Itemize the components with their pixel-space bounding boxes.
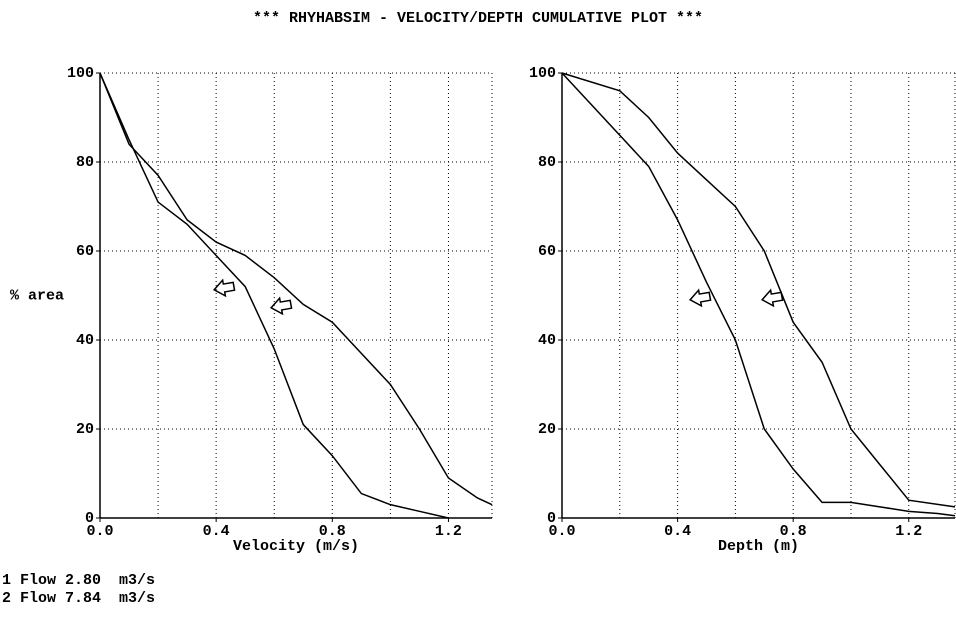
- x-tick-label: 0.4: [664, 523, 691, 540]
- y-tick-label: 60: [538, 243, 556, 260]
- y-tick-label: 80: [76, 154, 94, 171]
- y-tick-label: 80: [538, 154, 556, 171]
- arrow: [688, 288, 712, 308]
- y-tick-label: 100: [67, 65, 94, 82]
- x-tick-label: 0.8: [780, 523, 807, 540]
- x-tick-label: 1.2: [895, 523, 922, 540]
- y-tick-label: 20: [538, 421, 556, 438]
- data-line: [99, 72, 449, 519]
- y-tick-label: 60: [76, 243, 94, 260]
- y-tick-label: 100: [529, 65, 556, 82]
- y-axis-label: % area: [10, 287, 64, 304]
- arrow-icons: [212, 278, 784, 316]
- legend-entry: 2 Flow 7.84 m3/s: [2, 590, 155, 607]
- x-tick-label: 0.0: [548, 523, 575, 540]
- x-axis-label: Velocity (m/s): [233, 538, 359, 555]
- page-title: *** RHYHABSIM - VELOCITY/DEPTH CUMULATIV…: [253, 10, 703, 27]
- arrow: [212, 278, 236, 298]
- data-line: [561, 72, 956, 517]
- x-axis-label: Depth (m): [718, 538, 799, 555]
- arrow: [269, 296, 293, 316]
- legend-entry: 1 Flow 2.80 m3/s: [2, 572, 155, 589]
- x-tick-label: 0.8: [319, 523, 346, 540]
- x-tick-label: 0.4: [203, 523, 230, 540]
- data-line: [99, 72, 493, 506]
- y-tick-label: 40: [538, 332, 556, 349]
- y-tick-label: 20: [76, 421, 94, 438]
- x-tick-label: 0.0: [86, 523, 113, 540]
- y-tick-label: 0: [547, 510, 556, 527]
- data-line: [561, 72, 956, 508]
- y-tick-label: 0: [85, 510, 94, 527]
- y-tick-label: 40: [76, 332, 94, 349]
- x-tick-label: 1.2: [435, 523, 462, 540]
